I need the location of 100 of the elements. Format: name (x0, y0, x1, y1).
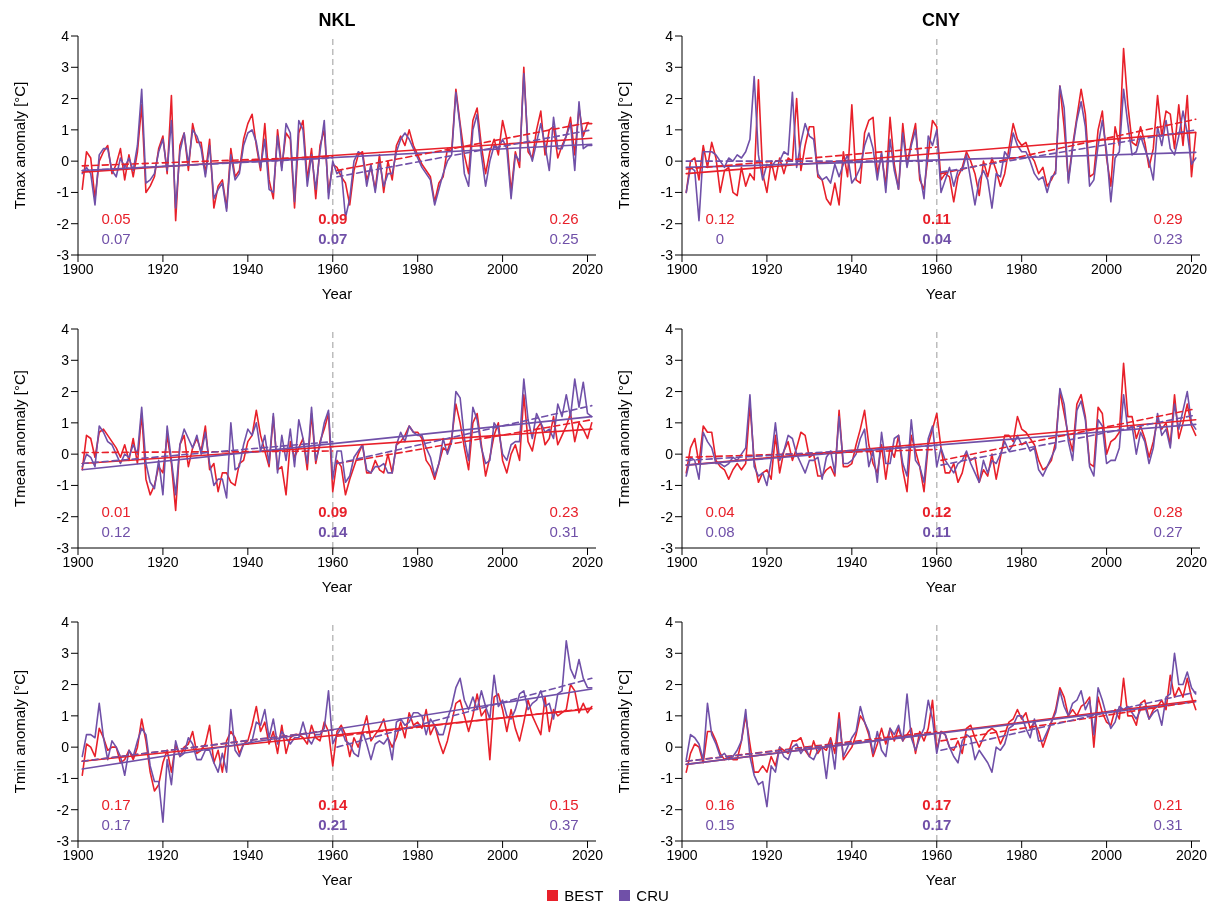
y-tick-label: 3 (665, 645, 674, 662)
x-tick-label: 1920 (751, 553, 783, 570)
y-tick-label: 0 (665, 153, 674, 170)
x-tick-label: 1900 (666, 553, 698, 570)
x-tick-label: 1980 (402, 260, 434, 277)
annotation: 0.17 (100, 795, 132, 813)
y-tick-label: -3 (660, 539, 674, 556)
annotation: 0.29 (1152, 209, 1184, 227)
x-tick-label: 1920 (751, 846, 783, 863)
chart-title: NKL (317, 10, 357, 31)
annotation: 0.07 (317, 229, 349, 247)
y-tick-label: 2 (61, 383, 70, 400)
y-tick-label: 2 (61, 676, 70, 693)
x-axis-title: Year (925, 285, 957, 302)
x-tick-label: 2020 (1175, 260, 1208, 277)
y-tick-label: 0 (61, 153, 70, 170)
annotation: 0.04 (921, 229, 953, 247)
x-tick-label: 2000 (487, 846, 519, 863)
y-tick-label: -3 (56, 832, 70, 849)
y-axis-title: Tmean anomaly [°C] (615, 370, 633, 507)
x-tick-label: 1920 (147, 553, 179, 570)
chart-title: CNY (921, 10, 961, 31)
y-tick-label: 1 (61, 414, 70, 431)
y-tick-label: 2 (665, 90, 674, 107)
y-tick-label: 0 (665, 739, 674, 756)
annotation: 0.21 (317, 815, 349, 833)
y-tick-label: -3 (660, 246, 674, 263)
annotation: 0.15 (704, 815, 736, 833)
y-tick-label: 0 (61, 446, 70, 463)
x-tick-label: 1920 (147, 260, 179, 277)
x-tick-label: 1960 (921, 846, 953, 863)
y-tick-label: 2 (665, 676, 674, 693)
legend-label: CRU (636, 887, 669, 904)
x-axis-title: Year (925, 871, 957, 888)
y-tick-label: -1 (660, 477, 674, 494)
x-tick-label: 1980 (1006, 553, 1038, 570)
annotation: 0.31 (1152, 815, 1184, 833)
y-axis-title: Tmax anomaly [°C] (11, 81, 29, 210)
y-tick-label: -1 (56, 477, 70, 494)
annotation: 0.12 (704, 209, 736, 227)
x-tick-label: 1900 (666, 260, 698, 277)
annotation: 0.37 (548, 815, 580, 833)
annotation: 0 (714, 229, 726, 247)
y-tick-label: -1 (660, 184, 674, 201)
x-tick-label: 1940 (836, 846, 868, 863)
x-tick-label: 1920 (147, 846, 179, 863)
x-tick-label: 1960 (317, 553, 349, 570)
x-tick-label: 2000 (487, 553, 519, 570)
x-tick-label: 1920 (751, 260, 783, 277)
y-tick-label: -1 (56, 770, 70, 787)
x-tick-label: 2020 (1175, 846, 1208, 863)
x-tick-label: 1940 (232, 260, 264, 277)
annotation: 0.28 (1152, 502, 1184, 520)
x-tick-label: 1900 (62, 846, 94, 863)
annotation: 0.31 (548, 522, 580, 540)
annotation: 0.04 (704, 502, 736, 520)
annotation: 0.01 (100, 502, 132, 520)
y-tick-label: -3 (660, 832, 674, 849)
x-tick-label: 1900 (62, 260, 94, 277)
y-tick-label: -2 (660, 801, 674, 818)
annotation: 0.11 (921, 209, 952, 227)
y-tick-label: 1 (61, 707, 70, 724)
y-tick-label: 4 (61, 320, 70, 337)
annotation: 0.17 (921, 795, 953, 813)
y-tick-label: 2 (665, 383, 674, 400)
y-axis-title: Tmin anomaly [°C] (11, 669, 29, 794)
x-tick-label: 1960 (921, 260, 953, 277)
x-tick-label: 2020 (571, 553, 604, 570)
y-axis-title: Tmean anomaly [°C] (11, 370, 29, 507)
annotation: 0.05 (100, 209, 132, 227)
y-tick-label: 3 (665, 352, 674, 369)
y-tick-label: -2 (660, 215, 674, 232)
x-tick-label: 2000 (487, 260, 519, 277)
x-tick-label: 2000 (1091, 553, 1123, 570)
annotation: 0.08 (704, 522, 736, 540)
x-tick-label: 2020 (571, 846, 604, 863)
y-tick-label: -1 (56, 184, 70, 201)
annotation: 0.17 (921, 815, 953, 833)
annotation: 0.23 (1152, 229, 1184, 247)
x-tick-label: 1900 (666, 846, 698, 863)
y-tick-label: 3 (61, 645, 70, 662)
x-axis-title: Year (321, 285, 353, 302)
y-tick-label: -2 (660, 508, 674, 525)
annotation: 0.26 (548, 209, 580, 227)
annotation: 0.14 (317, 795, 349, 813)
annotation: 0.17 (100, 815, 132, 833)
x-tick-label: 2020 (1175, 553, 1208, 570)
y-tick-label: 1 (665, 414, 674, 431)
y-tick-label: 0 (61, 739, 70, 756)
y-tick-label: 4 (61, 613, 70, 630)
x-tick-label: 1960 (317, 260, 349, 277)
y-axis-title: Tmax anomaly [°C] (615, 81, 633, 210)
y-tick-label: 3 (61, 352, 70, 369)
annotation: 0.21 (1152, 795, 1184, 813)
annotation: 0.23 (548, 502, 580, 520)
annotation: 0.12 (921, 502, 953, 520)
annotation: 0.15 (548, 795, 580, 813)
y-tick-label: -2 (56, 215, 70, 232)
x-tick-label: 1900 (62, 553, 94, 570)
annotation: 0.25 (548, 229, 580, 247)
